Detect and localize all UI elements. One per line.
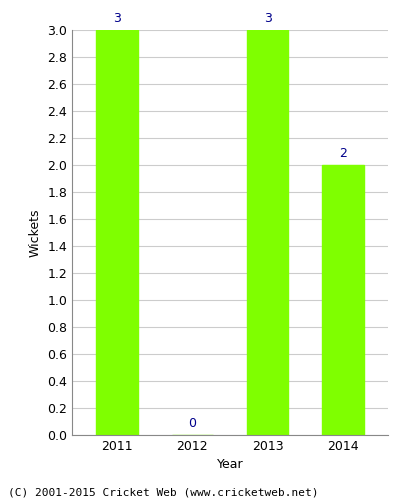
Y-axis label: Wickets: Wickets [28, 208, 42, 257]
Text: 2: 2 [339, 146, 347, 160]
Text: 3: 3 [264, 12, 272, 24]
Text: 0: 0 [188, 416, 196, 430]
Text: 3: 3 [113, 12, 121, 24]
Bar [322, 165, 364, 435]
X-axis label: Year: Year [217, 458, 243, 471]
Text: (C) 2001-2015 Cricket Web (www.cricketweb.net): (C) 2001-2015 Cricket Web (www.cricketwe… [8, 488, 318, 498]
Bar [96, 30, 138, 435]
Bar [247, 30, 288, 435]
